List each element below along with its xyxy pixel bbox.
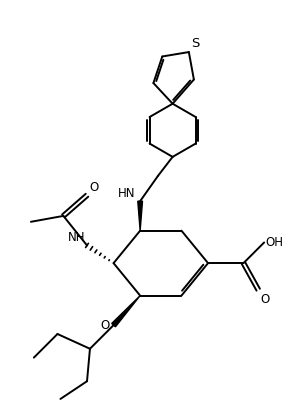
Text: O: O (100, 319, 109, 332)
Text: NH: NH (68, 231, 86, 244)
Text: O: O (89, 181, 98, 194)
Text: O: O (260, 293, 270, 306)
Polygon shape (112, 296, 140, 327)
Polygon shape (138, 201, 142, 231)
Text: S: S (191, 37, 200, 50)
Text: HN: HN (118, 186, 136, 199)
Text: OH: OH (266, 236, 284, 249)
